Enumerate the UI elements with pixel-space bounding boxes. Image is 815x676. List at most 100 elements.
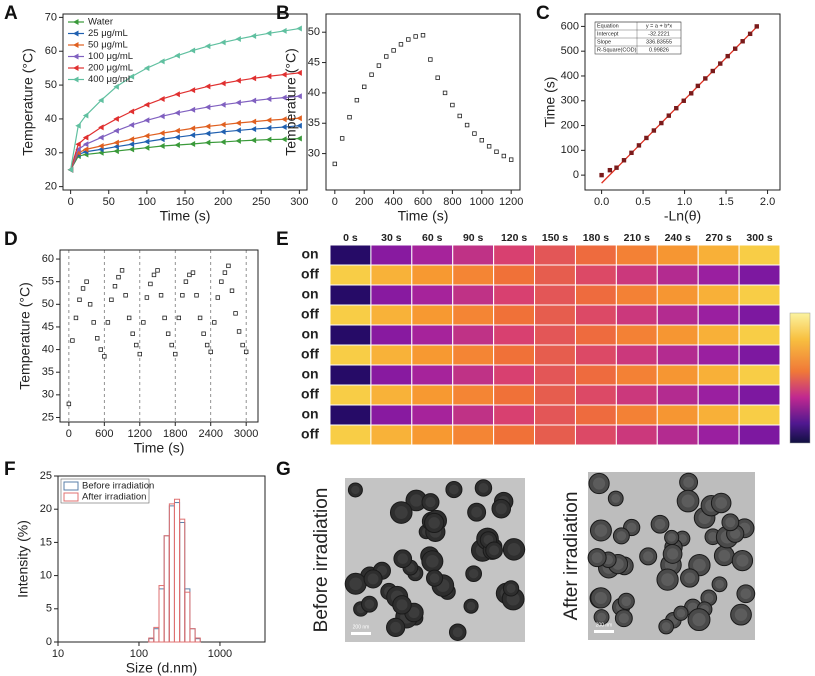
- y-tick-label: 45: [42, 321, 54, 333]
- y-tick-label: 60: [45, 45, 57, 57]
- particle-core: [506, 583, 516, 593]
- point: [73, 42, 79, 48]
- point: [450, 102, 455, 108]
- particle-core: [495, 503, 507, 515]
- point: [281, 71, 287, 78]
- particle-core: [736, 554, 749, 567]
- y-tick-label: 50: [45, 79, 57, 91]
- thermal-image: [493, 344, 536, 366]
- point: [621, 158, 627, 163]
- thermal-image: [411, 244, 454, 266]
- x-tick-label: 0.0: [594, 196, 609, 208]
- particle-core: [449, 484, 459, 495]
- point: [174, 52, 180, 59]
- point: [296, 135, 302, 142]
- particle-core: [667, 533, 676, 542]
- thermal-image: [574, 424, 617, 446]
- thermal-image: [534, 364, 576, 386]
- y-tick-label: 100: [561, 144, 579, 156]
- point: [240, 342, 245, 348]
- particle-core: [597, 612, 607, 622]
- thermal-image: [411, 404, 454, 426]
- thermal-image: [656, 284, 699, 306]
- point: [159, 58, 165, 65]
- particle-core: [730, 528, 741, 539]
- legend-swatch: [63, 481, 79, 491]
- thermal-image: [656, 424, 699, 446]
- point: [369, 72, 374, 77]
- thermal-image: [534, 284, 576, 306]
- x-tick-label: 0: [332, 196, 338, 208]
- thermal-image: [329, 284, 372, 306]
- y-tick-label: 50: [42, 298, 54, 310]
- x-tick-label: 0.5: [635, 196, 650, 208]
- thermal-image: [656, 404, 699, 426]
- particle-core: [708, 532, 718, 542]
- panel-letter: B: [276, 3, 290, 24]
- point: [73, 30, 79, 37]
- particle-core: [676, 608, 686, 618]
- point: [391, 48, 396, 53]
- image-label: After irradiation: [561, 492, 582, 621]
- thermal-image: [615, 264, 658, 286]
- y-tick-label: 30: [45, 147, 57, 159]
- row-label: on: [301, 246, 318, 262]
- point: [644, 135, 649, 141]
- point: [250, 75, 257, 82]
- point: [296, 122, 302, 129]
- point: [169, 342, 174, 348]
- y-tick-label: 5: [46, 603, 52, 615]
- y-tick-label: 20: [45, 181, 57, 193]
- particle-core: [428, 517, 440, 529]
- point: [87, 302, 93, 307]
- thermal-image: [738, 384, 781, 406]
- thermal-image: [370, 344, 413, 366]
- y-tick-label: 45: [308, 56, 320, 68]
- point: [159, 130, 165, 137]
- particle-core: [715, 579, 724, 589]
- y-tick-label: 30: [42, 389, 54, 401]
- particle-core: [681, 494, 695, 508]
- point: [219, 279, 224, 284]
- particle-core: [621, 596, 632, 607]
- point: [66, 401, 72, 407]
- point: [141, 320, 146, 325]
- point: [464, 122, 470, 128]
- thermal-image: [615, 384, 658, 406]
- thermal-image: [697, 384, 740, 406]
- thermal-image: [329, 344, 372, 366]
- thermal-image: [697, 404, 740, 426]
- particle-core: [408, 606, 420, 619]
- point: [265, 30, 272, 37]
- particle-core: [471, 506, 483, 518]
- point: [148, 281, 153, 287]
- legend-label: Water: [88, 17, 113, 28]
- thermal-image: [574, 324, 617, 346]
- thermal-image: [534, 344, 576, 366]
- point: [296, 93, 302, 100]
- point: [265, 95, 272, 102]
- point: [236, 329, 242, 334]
- point: [174, 134, 180, 141]
- point: [204, 104, 211, 111]
- bar: [163, 535, 170, 643]
- thermal-image: [370, 244, 413, 266]
- particle-core: [390, 621, 402, 633]
- legend-label: 400 μg/mL: [88, 74, 133, 85]
- point: [747, 31, 753, 37]
- y-axis-title: Temperature (°C): [20, 48, 36, 156]
- point: [75, 141, 81, 148]
- point: [376, 63, 382, 68]
- point: [235, 36, 241, 43]
- row-label: off: [301, 386, 319, 402]
- particle-core: [715, 497, 728, 509]
- thermal-image: [411, 264, 454, 286]
- thermal-image: [574, 284, 617, 306]
- row-label: on: [301, 366, 318, 382]
- particle-core: [591, 552, 603, 564]
- particle-core: [611, 494, 621, 503]
- point: [77, 297, 82, 302]
- thermal-image: [656, 244, 699, 266]
- thermal-image: [411, 304, 454, 326]
- point: [73, 65, 79, 71]
